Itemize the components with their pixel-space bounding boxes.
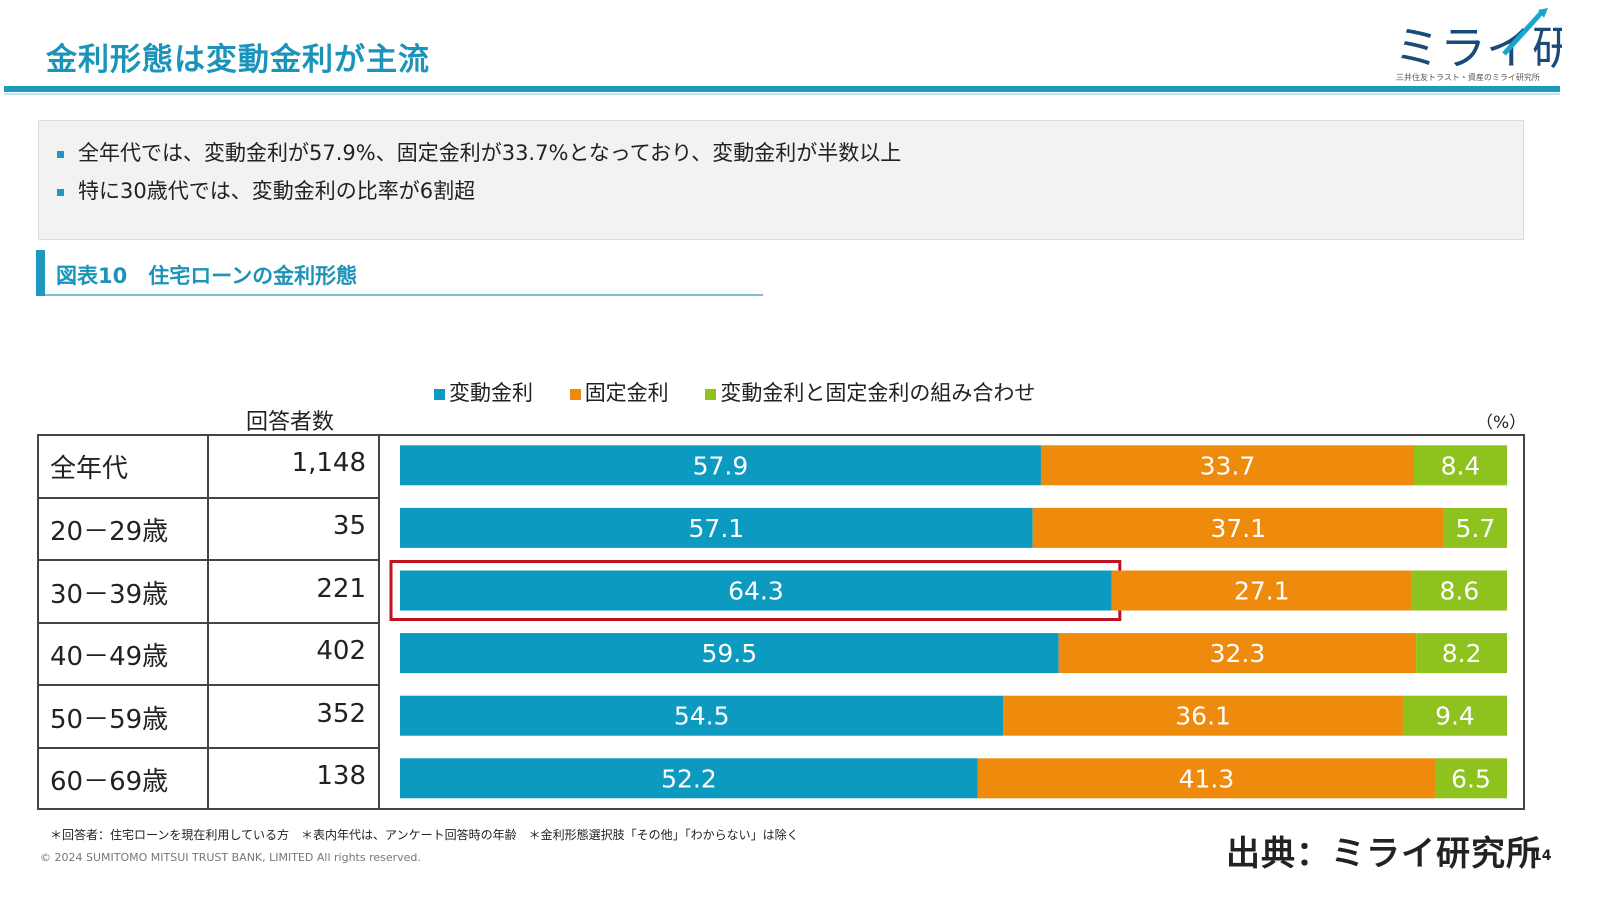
bar-data-label: 37.1 bbox=[1210, 514, 1266, 543]
legend-item-mixed: 変動金利と固定金利の組み合わせ bbox=[705, 377, 1035, 407]
summary-bullet: 全年代では、変動金利が57.9%、固定金利が33.7%となっており、変動金利が半… bbox=[57, 137, 901, 167]
row-respondent-count: 221 bbox=[316, 573, 366, 604]
bar-segment bbox=[1111, 570, 1412, 611]
copyright: © 2024 SUMITOMO MITSUI TRUST BANK, LIMIT… bbox=[40, 851, 421, 864]
bar-segment bbox=[1003, 695, 1403, 736]
row-divider bbox=[37, 496, 380, 499]
legend-swatch-mixed bbox=[705, 388, 717, 400]
bar-segment bbox=[1040, 445, 1415, 486]
summary-text: 特に30歳代では、変動金利の比率が6割超 bbox=[78, 179, 476, 203]
logo-subtext: 三井住友トラスト・資産のミライ研究所 bbox=[1396, 73, 1540, 82]
bar-segment bbox=[1032, 507, 1444, 548]
row-category-label: 40－49歳 bbox=[50, 642, 169, 673]
page-number: 14 bbox=[1532, 848, 1552, 864]
title-underline-light bbox=[4, 93, 1560, 95]
figure-title-rule bbox=[45, 294, 763, 296]
bar-segment bbox=[1402, 695, 1507, 736]
summary-text: 全年代では、変動金利が57.9%、固定金利が33.7%となっており、変動金利が半… bbox=[78, 141, 902, 165]
summary-bullet: 特に30歳代では、変動金利の比率が6割超 bbox=[57, 175, 475, 205]
row-category-label: 20－29歳 bbox=[50, 516, 169, 547]
bar-data-label: 33.7 bbox=[1200, 451, 1256, 480]
legend-swatch-variable bbox=[434, 388, 445, 400]
mirai-ken-logo: ミライ研 bbox=[1394, 8, 1562, 75]
legend-label: 固定金利 bbox=[584, 381, 669, 405]
row-divider bbox=[37, 559, 380, 562]
bar-data-label: 64.3 bbox=[728, 577, 784, 606]
row-category-label: 全年代 bbox=[50, 454, 129, 485]
row-divider bbox=[37, 621, 380, 624]
bar-segment bbox=[1058, 633, 1417, 674]
row-category-label: 30－39歳 bbox=[50, 579, 169, 610]
bar-data-label: 36.1 bbox=[1175, 702, 1231, 731]
bar-data-label: 59.5 bbox=[701, 639, 757, 668]
bar-data-label: 6.5 bbox=[1451, 764, 1491, 793]
bar-segment bbox=[1443, 507, 1507, 548]
figure-title: 図表10 住宅ローンの金利形態 bbox=[56, 264, 358, 288]
source-credit: 出典：ミライ研究所 bbox=[1226, 834, 1541, 874]
row-respondent-count: 352 bbox=[316, 698, 366, 729]
bar-data-label: 27.1 bbox=[1234, 577, 1290, 606]
bar-data-label: 32.3 bbox=[1210, 639, 1266, 668]
bar-data-label: 57.1 bbox=[689, 514, 745, 543]
bar-data-label: 54.5 bbox=[674, 702, 730, 731]
row-divider bbox=[37, 747, 380, 749]
logo-text: ミライ研 bbox=[1394, 21, 1562, 75]
bullet-square-icon bbox=[57, 188, 64, 196]
bar-segment bbox=[1435, 758, 1507, 799]
legend-label: 変動金利と固定金利の組み合わせ bbox=[720, 381, 1036, 405]
bar-segment bbox=[1414, 445, 1507, 486]
row-respondent-count: 35 bbox=[332, 510, 366, 541]
bar-segment bbox=[400, 570, 1112, 611]
bar-segment bbox=[400, 758, 978, 799]
legend-item-fixed: 固定金利 bbox=[569, 377, 669, 407]
bullet-square-icon bbox=[57, 150, 64, 158]
footnote: ＊回答者：住宅ローンを現在利用している方 ＊表内年代は、アンケート回答時の年齢 … bbox=[50, 828, 799, 842]
bar-segment bbox=[977, 758, 1436, 799]
legend-label: 変動金利 bbox=[449, 381, 533, 405]
bar-segment bbox=[400, 445, 1041, 486]
bar-segment bbox=[1411, 570, 1507, 611]
row-category-label: 60－69歳 bbox=[50, 767, 169, 798]
bar-segment bbox=[1416, 633, 1507, 674]
bar-data-label: 9.4 bbox=[1435, 702, 1475, 731]
row-respondent-count: 402 bbox=[316, 636, 366, 667]
bar-data-label: 57.9 bbox=[693, 451, 749, 480]
percent-unit: （%） bbox=[1476, 413, 1527, 433]
chart-legend: 変動金利 固定金利 変動金利と固定金利の組み合わせ bbox=[434, 377, 1065, 407]
slide-title: 金利形態は変動金利が主流 bbox=[46, 42, 430, 78]
bar-segment bbox=[400, 633, 1059, 674]
bar-data-label: 52.2 bbox=[661, 764, 717, 793]
bar-segment bbox=[400, 507, 1033, 548]
bar-data-label: 41.3 bbox=[1179, 764, 1235, 793]
legend-swatch-fixed bbox=[569, 388, 581, 400]
legend-item-variable: 変動金利 bbox=[434, 377, 533, 407]
bar-data-label: 8.6 bbox=[1440, 577, 1480, 606]
bar-segment bbox=[400, 695, 1004, 736]
bar-data-label: 8.4 bbox=[1441, 451, 1481, 480]
respondents-header: 回答者数 bbox=[246, 410, 335, 435]
row-divider bbox=[37, 684, 380, 687]
row-respondent-count: 138 bbox=[316, 761, 366, 792]
row-respondent-count: 1,148 bbox=[291, 448, 366, 479]
summary-box: 全年代では、変動金利が57.9%、固定金利が33.7%となっており、変動金利が半… bbox=[38, 120, 1524, 240]
title-underline bbox=[4, 86, 1560, 92]
bar-data-label: 5.7 bbox=[1456, 514, 1496, 543]
bar-data-label: 8.2 bbox=[1442, 639, 1482, 668]
row-category-label: 50－59歳 bbox=[50, 704, 169, 735]
figure-title-accent bbox=[36, 250, 45, 296]
